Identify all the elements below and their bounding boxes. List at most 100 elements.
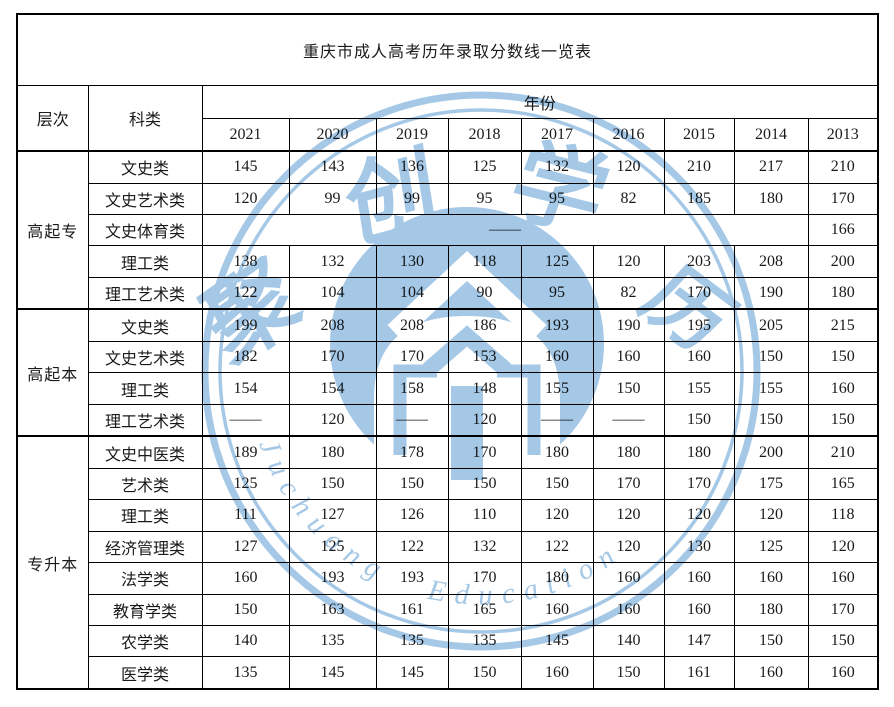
table-row: 高起专 文史类 145 143 136 125 132 120 210 217 210 [16,149,879,310]
score-cell: 195 [663,308,735,342]
score-cell: 153 [447,340,522,374]
score-cell: 127 [288,499,377,532]
score-cell: 180 [663,435,735,469]
score-cell: 122 [375,530,449,564]
score-cell: 120 [201,182,290,215]
score-cell: 182 [201,340,290,374]
score-cell: 111 [201,499,290,532]
score-cell: 160 [520,340,594,374]
category-cell: 艺术类 [87,467,203,501]
category-cell: 理工类 [87,372,203,405]
score-cell: —— [592,403,665,437]
score-cell: 208 [288,308,377,342]
score-cell: 190 [592,308,665,342]
score-cell: 210 [807,149,879,184]
year-header-2016: 2016 [592,118,665,152]
score-cell: 150 [733,340,809,374]
score-cell: 132 [288,245,377,278]
score-cell: 154 [201,372,290,405]
score-cell: 160 [592,340,665,374]
score-cell: 161 [375,593,449,626]
score-cell: 170 [447,435,522,469]
score-cell: 160 [807,656,879,690]
score-cell: 110 [447,499,522,532]
score-cell: 150 [520,467,594,501]
level-cell: 高起专 [16,149,89,310]
score-cell: 160 [201,562,290,595]
score-cell: 208 [733,245,809,278]
score-cell: 158 [375,372,449,405]
score-cell: 205 [733,308,809,342]
year-header-2014: 2014 [733,118,809,152]
score-cell: 132 [447,530,522,564]
year-header-2018: 2018 [447,118,522,152]
score-cell: 120 [807,530,879,564]
score-cell: 150 [447,656,522,690]
score-cell: 120 [288,403,377,437]
score-cell: 125 [447,149,522,184]
year-header-2013: 2013 [807,118,879,152]
category-cell: 文史中医类 [87,435,203,469]
score-cell: 203 [663,245,735,278]
score-cell: 145 [201,149,290,184]
score-cell: 122 [520,530,594,564]
score-cell: 130 [375,245,449,278]
score-cell: 170 [592,467,665,501]
score-cell: 90 [447,276,522,310]
score-cell: 160 [520,656,594,690]
score-cell: 180 [520,435,594,469]
score-cell: 140 [201,624,290,658]
score-cell: 143 [288,149,377,184]
category-cell: 文史类 [87,308,203,342]
score-cell: 145 [288,656,377,690]
score-cell: 118 [447,245,522,278]
score-cell: 120 [592,149,665,184]
score-cell: —— [520,403,594,437]
score-cell: 120 [520,499,594,532]
category-cell: 文史体育类 [87,213,203,247]
score-cell: 120 [447,403,522,437]
score-cell: —— [201,403,290,437]
score-cell: 180 [733,593,809,626]
score-cell: 150 [201,593,290,626]
score-cell: 160 [807,562,879,595]
score-cell: 155 [663,372,735,405]
category-cell: 文史艺术类 [87,182,203,215]
table-row: 理工类 111 127 126 110 120 120 120 120 118 [17,499,879,532]
score-cell: 82 [592,182,665,215]
score-cell: 180 [733,182,809,215]
score-cell: 193 [520,308,594,342]
table-row: 教育学类 150 163 161 165 160 160 160 180 170 [17,593,879,626]
table-row: 理工类 154 154 158 148 155 150 155 155 160 [17,372,879,405]
year-header-2017: 2017 [520,118,594,152]
score-cell: 122 [201,276,290,310]
category-column-header: 科类 [87,85,203,152]
score-cell: 160 [592,562,665,595]
category-cell: 农学类 [87,624,203,658]
score-cell: 120 [733,499,809,532]
score-cell: 200 [807,245,879,278]
score-cell: 125 [520,245,594,278]
score-cell: 150 [733,403,809,437]
score-cell: 186 [447,308,522,342]
score-cell: 178 [375,435,449,469]
table-row: 艺术类 125 150 150 150 150 170 170 175 165 [17,467,879,501]
score-cell: 125 [288,530,377,564]
table-row: 法学类 160 193 193 170 180 160 160 160 160 [17,562,879,595]
score-cell: 150 [592,656,665,690]
score-cell: 170 [807,182,879,215]
score-cell: 99 [375,182,449,215]
score-cell: 160 [663,562,735,595]
score-cell: 160 [733,562,809,595]
score-cell: 125 [733,530,809,564]
score-cell: 130 [663,530,735,564]
category-cell: 理工类 [87,245,203,278]
score-cell: 104 [288,276,377,310]
score-cell: 150 [807,340,879,374]
score-cell: 199 [201,308,290,342]
year-header-2021: 2021 [201,118,290,152]
score-cell: 150 [733,624,809,658]
level-cell: 高起本 [16,308,89,437]
score-cell: 138 [201,245,290,278]
level-column-header: 层次 [16,85,89,152]
